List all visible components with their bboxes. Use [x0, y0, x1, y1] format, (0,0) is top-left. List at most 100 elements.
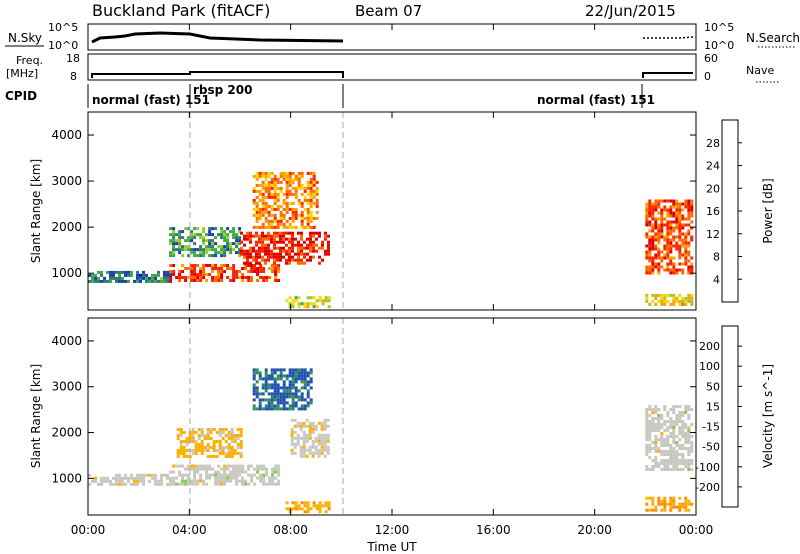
data-cell	[645, 465, 649, 468]
data-cell	[645, 447, 649, 450]
data-cell	[312, 240, 315, 244]
data-cell	[282, 225, 286, 229]
data-cell	[285, 177, 289, 181]
data-cell	[273, 246, 276, 250]
data-cell	[291, 401, 295, 405]
data-cell	[645, 268, 649, 272]
data-cell	[312, 296, 316, 300]
data-cell	[240, 246, 243, 250]
data-cell	[270, 374, 274, 378]
data-cell	[317, 442, 321, 446]
data-cell	[663, 444, 667, 447]
data-cell	[267, 246, 270, 250]
data-cell	[678, 405, 682, 408]
data-cell	[303, 302, 307, 306]
data-cell	[265, 473, 269, 477]
data-cell	[690, 208, 694, 212]
data-cell	[276, 231, 279, 235]
data-cell	[291, 380, 295, 384]
data-cell	[675, 223, 679, 227]
data-cell	[290, 430, 294, 434]
data-cell	[645, 256, 649, 260]
data-cell	[252, 386, 256, 390]
data-cell	[261, 186, 265, 190]
data-cell	[657, 205, 661, 209]
data-cell	[273, 380, 277, 384]
data-cell	[309, 380, 313, 384]
data-cell	[326, 418, 330, 422]
data-cell	[247, 464, 251, 468]
data-cell	[279, 171, 283, 175]
data-cell	[267, 258, 270, 262]
data-cell	[285, 183, 289, 187]
data-cell	[323, 436, 327, 440]
data-cell	[184, 245, 188, 249]
data-cell	[675, 244, 679, 248]
data-cell	[252, 225, 256, 229]
data-cell	[684, 426, 688, 429]
data-cell	[309, 401, 313, 405]
data-cell	[687, 250, 691, 254]
data-cell	[291, 501, 295, 505]
data-cell	[302, 436, 306, 440]
data-cell	[273, 386, 277, 390]
data-cell	[241, 273, 245, 276]
data-cell	[255, 380, 259, 384]
data-cell	[190, 264, 194, 267]
data-cell	[224, 446, 228, 449]
data-cell	[311, 430, 315, 434]
data-cell	[660, 250, 664, 254]
data-cell	[115, 279, 118, 283]
data-cell	[297, 377, 301, 381]
data-cell	[227, 434, 231, 437]
data-cell	[684, 505, 688, 509]
data-cell	[273, 368, 277, 372]
data-cell	[660, 502, 664, 506]
y-tick-label: 1000	[51, 471, 82, 485]
nsearch-trace	[643, 36, 694, 39]
data-cell	[223, 482, 227, 486]
data-cell	[175, 239, 179, 243]
data-cell	[314, 439, 318, 443]
data-cell	[687, 438, 691, 441]
data-cell	[657, 496, 661, 500]
data-cell	[690, 459, 694, 462]
data-cell	[232, 270, 236, 273]
data-cell	[302, 439, 306, 443]
data-cell	[678, 250, 682, 254]
data-cell	[235, 476, 239, 480]
data-cell	[172, 230, 176, 234]
colorbar-tick-label: 100	[699, 360, 720, 373]
data-cell	[270, 204, 274, 208]
data-cell	[199, 248, 203, 252]
colorbar-tick-label: 15	[706, 400, 720, 413]
data-cell	[205, 482, 209, 486]
data-cell	[314, 451, 318, 455]
data-cell	[214, 482, 218, 486]
data-cell	[208, 233, 212, 237]
data-cell	[326, 433, 330, 437]
data-cell	[232, 248, 236, 252]
data-cell	[130, 273, 133, 277]
data-cell	[660, 214, 664, 218]
data-cell	[91, 273, 94, 277]
data-cell	[142, 276, 145, 280]
data-cell	[273, 201, 277, 205]
data-cell	[139, 479, 142, 483]
data-cell	[303, 189, 307, 193]
data-cell	[309, 171, 313, 175]
data-cell	[657, 429, 661, 432]
data-cell	[669, 211, 673, 215]
data-cell	[175, 476, 179, 480]
data-cell	[256, 467, 260, 471]
data-cell	[247, 467, 251, 471]
data-cell	[267, 210, 271, 214]
data-cell	[303, 305, 307, 309]
data-cell	[118, 279, 121, 283]
data-cell	[651, 241, 655, 245]
data-cell	[660, 499, 664, 503]
data-cell	[297, 243, 300, 247]
data-cell	[288, 392, 292, 396]
data-cell	[160, 473, 163, 477]
data-cell	[169, 479, 173, 483]
